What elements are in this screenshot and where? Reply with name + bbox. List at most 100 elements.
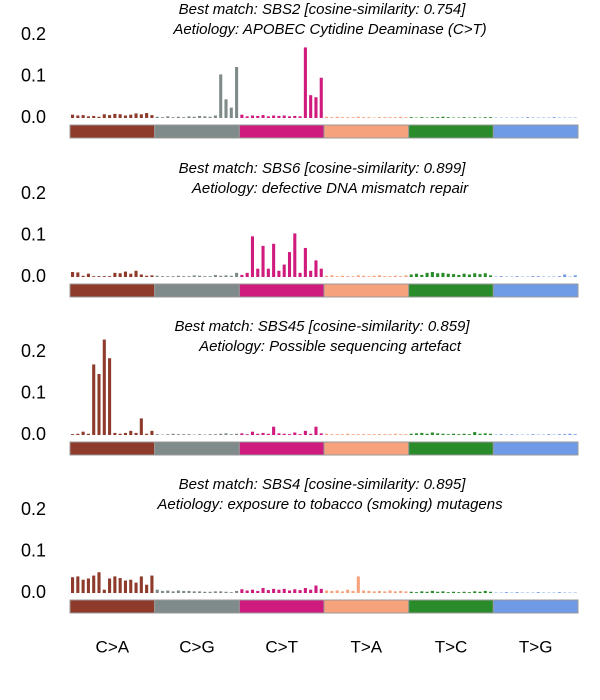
bar <box>118 114 122 118</box>
bar <box>139 576 143 593</box>
bar <box>536 276 540 277</box>
bar <box>462 117 466 118</box>
bar <box>245 116 249 118</box>
bar <box>298 116 302 118</box>
bar <box>108 276 112 277</box>
bar <box>462 591 466 593</box>
class-strip <box>154 441 240 456</box>
bar <box>303 588 307 593</box>
bar <box>404 117 408 118</box>
bar <box>176 590 180 593</box>
class-strip <box>69 283 156 298</box>
bar <box>298 590 302 593</box>
bar <box>393 591 397 593</box>
bar <box>557 276 561 277</box>
bar <box>446 592 450 593</box>
bar <box>409 117 413 118</box>
bar <box>176 275 180 277</box>
bar <box>277 115 281 118</box>
bar <box>171 117 175 118</box>
bar <box>86 273 90 277</box>
y-tick-label: 0.1 <box>21 540 46 560</box>
bar <box>462 433 466 435</box>
bar <box>383 117 387 118</box>
bar <box>552 117 556 118</box>
bar <box>367 117 371 118</box>
bar <box>330 117 334 118</box>
bar <box>462 273 466 277</box>
bar <box>113 576 117 593</box>
bar <box>377 590 382 593</box>
bar <box>261 115 265 118</box>
bar <box>213 274 217 277</box>
x-class-label: T>A <box>351 637 383 656</box>
bar <box>388 434 392 435</box>
bar <box>71 577 75 593</box>
bar <box>489 117 493 118</box>
y-tick-label: 0.2 <box>21 24 46 44</box>
bar <box>377 434 382 435</box>
class-strip <box>238 441 325 456</box>
bar <box>330 590 334 593</box>
chart-subtitle: Aetiology: exposure to tobacco (smoking)… <box>156 496 503 513</box>
bar <box>293 233 297 277</box>
bar <box>240 274 244 277</box>
x-class-label: T>C <box>435 637 468 656</box>
bar <box>155 275 159 277</box>
bar <box>483 117 487 118</box>
bar <box>192 591 196 593</box>
bar <box>71 114 75 118</box>
bar <box>261 245 265 277</box>
bar <box>256 115 260 118</box>
bar <box>399 590 403 593</box>
bar <box>192 116 196 118</box>
y-tick-label: 0.0 <box>21 107 46 127</box>
bar <box>420 591 424 593</box>
bar <box>293 432 297 435</box>
bar <box>314 260 318 277</box>
bar <box>92 115 96 118</box>
bar <box>430 590 434 593</box>
chart-title: Best match: SBS45 [cosine-similarity: 0.… <box>174 318 470 335</box>
bar <box>129 273 133 277</box>
bar <box>314 426 318 435</box>
bar <box>325 116 329 118</box>
y-tick-label: 0.2 <box>21 183 46 203</box>
bar <box>436 591 440 593</box>
class-strip <box>154 599 240 614</box>
bar <box>531 276 535 277</box>
bar <box>134 432 138 435</box>
bar <box>473 117 477 118</box>
bar <box>303 430 307 435</box>
bar <box>134 113 138 118</box>
class-strip <box>69 124 156 139</box>
x-class-label: C>A <box>96 637 130 656</box>
y-tick-label: 0.2 <box>21 341 46 361</box>
bar <box>483 273 487 277</box>
bar <box>325 433 329 435</box>
bar <box>346 589 350 593</box>
bar <box>187 116 191 118</box>
bar <box>113 113 117 118</box>
bar <box>219 74 223 118</box>
class-strip <box>492 599 579 614</box>
bar <box>108 358 112 435</box>
bar <box>272 426 276 435</box>
bar <box>478 591 482 593</box>
bar <box>335 434 339 435</box>
y-tick-label: 0.0 <box>21 424 46 444</box>
bar <box>414 433 419 435</box>
bar <box>282 115 286 118</box>
y-tick-label: 0.1 <box>21 382 46 402</box>
bar <box>425 591 429 593</box>
bar <box>409 591 413 593</box>
bar <box>272 588 276 593</box>
bar <box>573 275 577 277</box>
bar <box>568 433 572 435</box>
bar <box>277 433 281 435</box>
bar <box>388 117 392 118</box>
bar <box>256 268 260 277</box>
bar <box>573 434 577 435</box>
bar <box>71 272 75 277</box>
